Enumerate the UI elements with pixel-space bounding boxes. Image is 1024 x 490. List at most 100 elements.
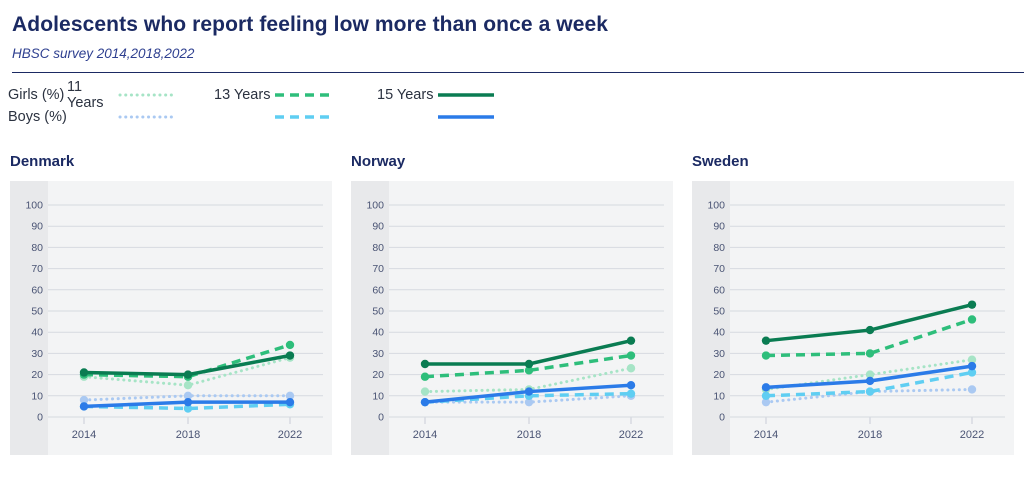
point-boys_15 [524,387,534,396]
point-girls_13 [626,351,636,360]
legend-swatch-girls-13-icon [275,93,331,97]
page-title: Adolescents who report feeling low more … [12,13,609,36]
point-girls_13 [865,349,875,358]
y-tick-label: 100 [366,200,384,212]
y-tick-label: 0 [378,412,384,424]
line-boys_13 [765,370,973,398]
y-tick-label: 90 [31,221,43,233]
y-tick-label: 60 [713,284,725,296]
point-boys_11 [183,391,193,400]
x-tick-label: 2022 [960,429,984,441]
y-tick-label: 70 [713,263,725,275]
point-girls_13 [420,372,430,381]
legend-age-13-label: 13 Years [214,87,271,103]
chart-section-sweden: Sweden 0 10 20 30 40 50 60 70 80 90 100 2014 2018 202… [692,153,1014,455]
point-boys_13 [761,391,771,400]
plot-area [48,181,332,455]
y-tick-label: 30 [372,348,384,360]
y-tick-label: 40 [372,327,384,339]
y-tick-label: 20 [31,369,43,381]
y-tick-label: 90 [372,221,384,233]
y-tick-label: 60 [372,284,384,296]
y-tick-label: 70 [31,263,43,275]
y-tick-label: 80 [372,242,384,254]
legend-age-15-label: 15 Years [377,87,434,103]
y-tick-label: 80 [31,242,43,254]
chart-panel-denmark: 0 10 20 30 40 50 60 70 80 90 100 2014 2018 2022 [10,181,332,455]
y-tick-label: 30 [31,348,43,360]
point-boys_15 [79,402,89,411]
x-tick-label: 2014 [413,429,437,441]
line-boys_11 [764,387,974,404]
point-girls_15 [79,368,89,377]
point-girls_15 [183,370,193,379]
point-girls_13 [285,340,295,350]
point-boys_15 [865,376,875,386]
point-girls_11 [626,364,636,373]
y-tick-label: 60 [31,284,43,296]
point-boys_11 [967,385,977,394]
y-tick-label: 100 [707,200,725,212]
legend-girls-label: Girls (%) [8,87,65,103]
line-girls_13 [765,317,973,358]
y-tick-label: 50 [713,306,725,318]
point-girls_11 [183,381,193,390]
point-girls_11 [967,355,977,364]
chart-svg-sweden: 0 10 20 30 40 50 60 70 80 90 100 2014 2018 2022 [692,181,1014,455]
point-girls_15 [285,351,295,360]
page-subtitle: HBSC survey 2014,2018,2022 [12,46,195,61]
point-boys_11 [285,391,295,400]
y-tick-label: 20 [713,369,725,381]
point-girls_15 [761,336,771,345]
chart-section-norway: Norway 0 10 20 30 40 50 60 70 80 90 100 2014 2018 202… [351,153,673,455]
header-divider [12,72,1024,73]
point-girls_15 [865,325,875,335]
point-girls_13 [524,366,534,375]
point-boys_15 [626,381,636,390]
point-girls_11 [865,370,875,379]
legend-boys-label: Boys (%) [8,109,67,125]
chart-title-denmark: Denmark [10,153,75,170]
legend-row-girls: Girls (%) 11 Years 13 Years 15 Years [8,79,1024,111]
legend-swatch-girls-15-icon [438,93,494,97]
y-tick-label: 50 [372,306,384,318]
charts-row: Denmark 0 10 20 30 40 50 60 70 80 90 100 2014 2018 20… [10,153,1024,455]
y-tick-label: 0 [719,412,725,424]
y-tick-label: 30 [713,348,725,360]
point-boys_15 [761,383,771,392]
chart-panel-norway: 0 10 20 30 40 50 60 70 80 90 100 2014 2018 2022 [351,181,673,455]
x-tick-label: 2014 [72,429,96,441]
y-tick-label: 40 [713,327,725,339]
point-girls_15 [626,336,636,345]
y-tick-label: 80 [713,242,725,254]
y-tick-label: 100 [25,200,43,212]
y-tick-label: 0 [37,412,43,424]
chart-title-norway: Norway [351,153,406,170]
point-boys_13 [865,387,875,396]
y-tick-label: 10 [31,390,43,402]
point-boys_15 [183,397,193,407]
legend-swatch-boys-11-icon [118,115,178,119]
chart-panel-sweden: 0 10 20 30 40 50 60 70 80 90 100 2014 2018 2022 [692,181,1014,455]
point-girls_13 [761,351,771,360]
y-tick-label: 40 [31,327,43,339]
x-tick-label: 2014 [754,429,778,441]
point-boys_11 [761,397,771,407]
legend-row-boys: Boys (%) [8,106,1024,128]
point-boys_11 [79,395,89,405]
line-boys_13 [83,402,291,411]
plot-area [389,181,673,455]
chart-legend: Girls (%) 11 Years 13 Years 15 Years Boy… [8,79,1024,128]
y-tick-label: 70 [372,263,384,275]
y-tick-label: 20 [372,369,384,381]
point-boys_11 [524,397,534,407]
page-header: Adolescents who report feeling low more … [0,0,1024,61]
point-boys_15 [420,397,430,407]
y-tick-label: 90 [713,221,725,233]
point-girls_15 [524,359,534,369]
legend-swatch-boys-13-icon [275,115,331,119]
point-boys_15 [967,361,977,371]
x-tick-label: 2022 [619,429,643,441]
x-tick-label: 2018 [176,429,200,441]
line-girls_11 [82,356,292,387]
